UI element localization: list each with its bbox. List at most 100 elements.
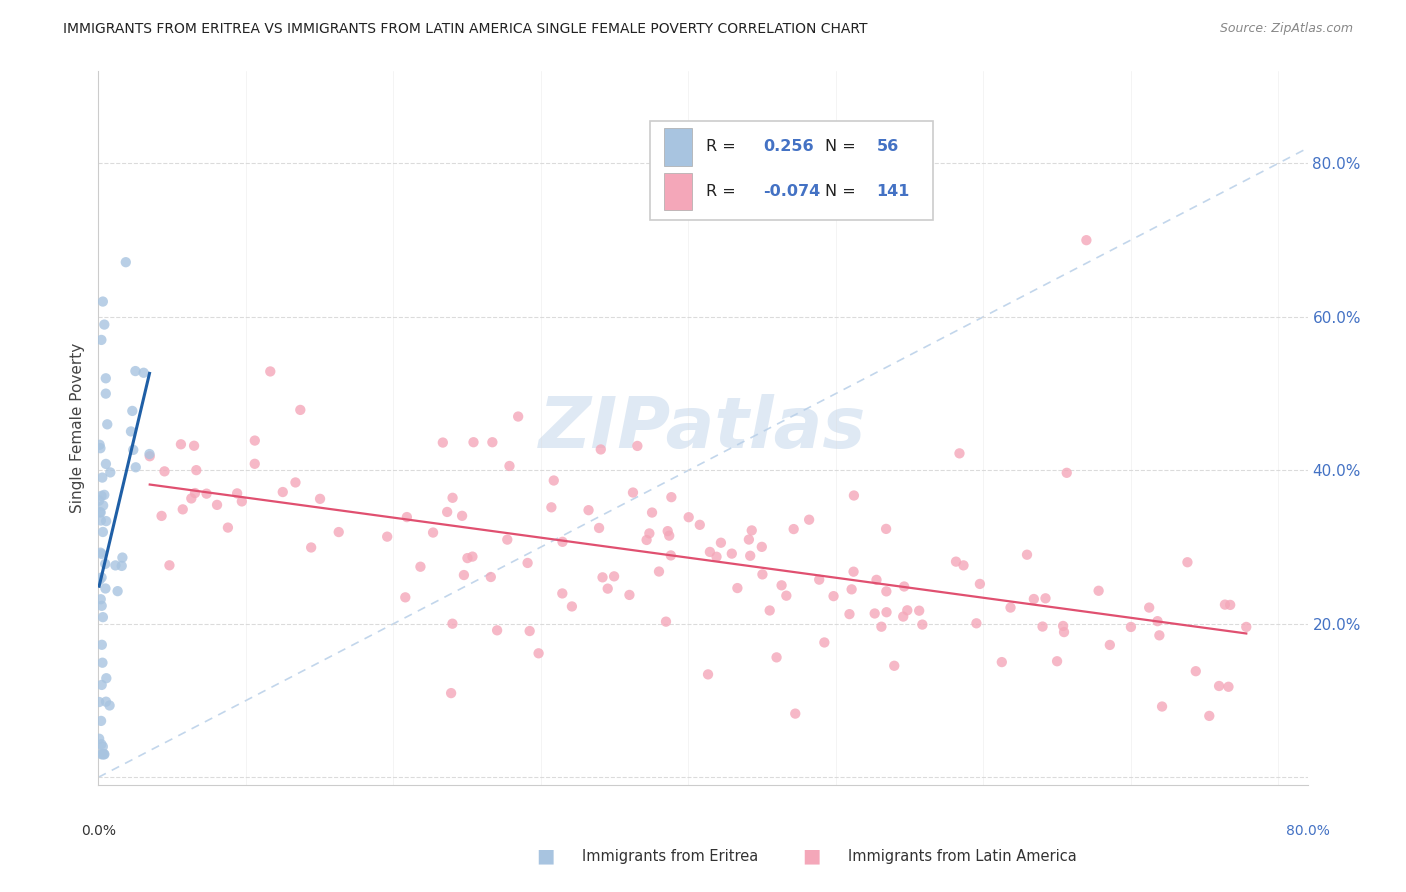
Point <box>785 706 807 721</box>
Point <box>89 493 111 508</box>
Point <box>659 490 682 504</box>
Point <box>1015 548 1038 562</box>
Point <box>205 498 228 512</box>
Point <box>93 488 115 502</box>
Point <box>114 255 136 269</box>
Point <box>309 491 332 506</box>
Point <box>441 491 464 505</box>
Point <box>1137 600 1160 615</box>
Point <box>508 409 530 424</box>
Point <box>243 457 266 471</box>
Point <box>463 435 485 450</box>
Point <box>89 438 111 452</box>
Text: 80.0%: 80.0% <box>1285 824 1330 838</box>
Point <box>496 533 519 547</box>
Point <box>124 364 146 378</box>
Y-axis label: Single Female Poverty: Single Female Poverty <box>70 343 86 513</box>
Point <box>1184 664 1206 678</box>
Point <box>842 488 865 502</box>
Point <box>1146 614 1168 628</box>
Point <box>183 439 205 453</box>
Text: -0.074: -0.074 <box>763 184 820 199</box>
Point <box>1219 598 1241 612</box>
Point <box>519 624 541 638</box>
Point <box>422 525 444 540</box>
Point <box>1152 699 1174 714</box>
Point <box>243 434 266 448</box>
Text: R =: R = <box>706 184 737 199</box>
Point <box>89 695 111 709</box>
Point <box>1098 638 1121 652</box>
Point <box>619 588 641 602</box>
Point <box>90 489 112 503</box>
Point <box>1213 598 1236 612</box>
Text: N =: N = <box>825 139 856 154</box>
Point <box>150 508 173 523</box>
Point <box>908 604 931 618</box>
Point <box>284 475 307 490</box>
Point <box>952 558 974 573</box>
Point <box>159 558 181 573</box>
Point <box>91 610 114 624</box>
Point <box>1052 619 1074 633</box>
Point <box>588 521 610 535</box>
Text: N =: N = <box>825 184 856 199</box>
Point <box>648 565 671 579</box>
Point <box>875 522 897 536</box>
Point <box>738 533 761 547</box>
Point <box>94 457 117 471</box>
Point <box>436 505 458 519</box>
Point <box>842 565 865 579</box>
Point <box>121 404 143 418</box>
Point <box>328 524 350 539</box>
Point <box>90 333 112 347</box>
Point <box>1035 591 1057 606</box>
Point <box>96 671 118 685</box>
Point <box>589 442 612 457</box>
Point <box>893 580 915 594</box>
Point <box>122 442 145 457</box>
Point <box>638 526 661 541</box>
Point <box>689 517 711 532</box>
Point <box>90 570 112 584</box>
Point <box>153 464 176 478</box>
Text: Immigrants from Latin America: Immigrants from Latin America <box>848 849 1077 863</box>
Point <box>271 485 294 500</box>
Text: Immigrants from Eritrea: Immigrants from Eritrea <box>582 849 758 863</box>
Point <box>655 615 678 629</box>
Point <box>751 567 773 582</box>
Point <box>758 603 780 617</box>
Point <box>813 635 835 649</box>
Point <box>1046 654 1069 668</box>
Point <box>1031 619 1053 633</box>
Point <box>91 739 114 754</box>
Point <box>90 747 112 762</box>
Point <box>94 386 117 401</box>
Point <box>896 603 918 617</box>
Point <box>486 624 509 638</box>
Point <box>1053 625 1076 640</box>
Point <box>290 403 312 417</box>
Point <box>911 617 934 632</box>
Point <box>195 486 218 500</box>
Point <box>551 534 574 549</box>
Point <box>139 449 162 463</box>
Point <box>461 549 484 564</box>
Point <box>394 591 416 605</box>
Point <box>965 616 987 631</box>
Point <box>782 522 804 536</box>
Point <box>111 558 134 573</box>
Point <box>184 486 207 500</box>
Text: 141: 141 <box>876 184 910 199</box>
Point <box>91 470 114 484</box>
Point <box>863 607 886 621</box>
Point <box>98 466 121 480</box>
Point <box>89 546 111 560</box>
Point <box>89 441 111 455</box>
Point <box>451 508 474 523</box>
Point <box>409 559 432 574</box>
Point <box>775 589 797 603</box>
Point <box>578 503 600 517</box>
Point <box>823 589 845 603</box>
Point <box>299 541 322 555</box>
